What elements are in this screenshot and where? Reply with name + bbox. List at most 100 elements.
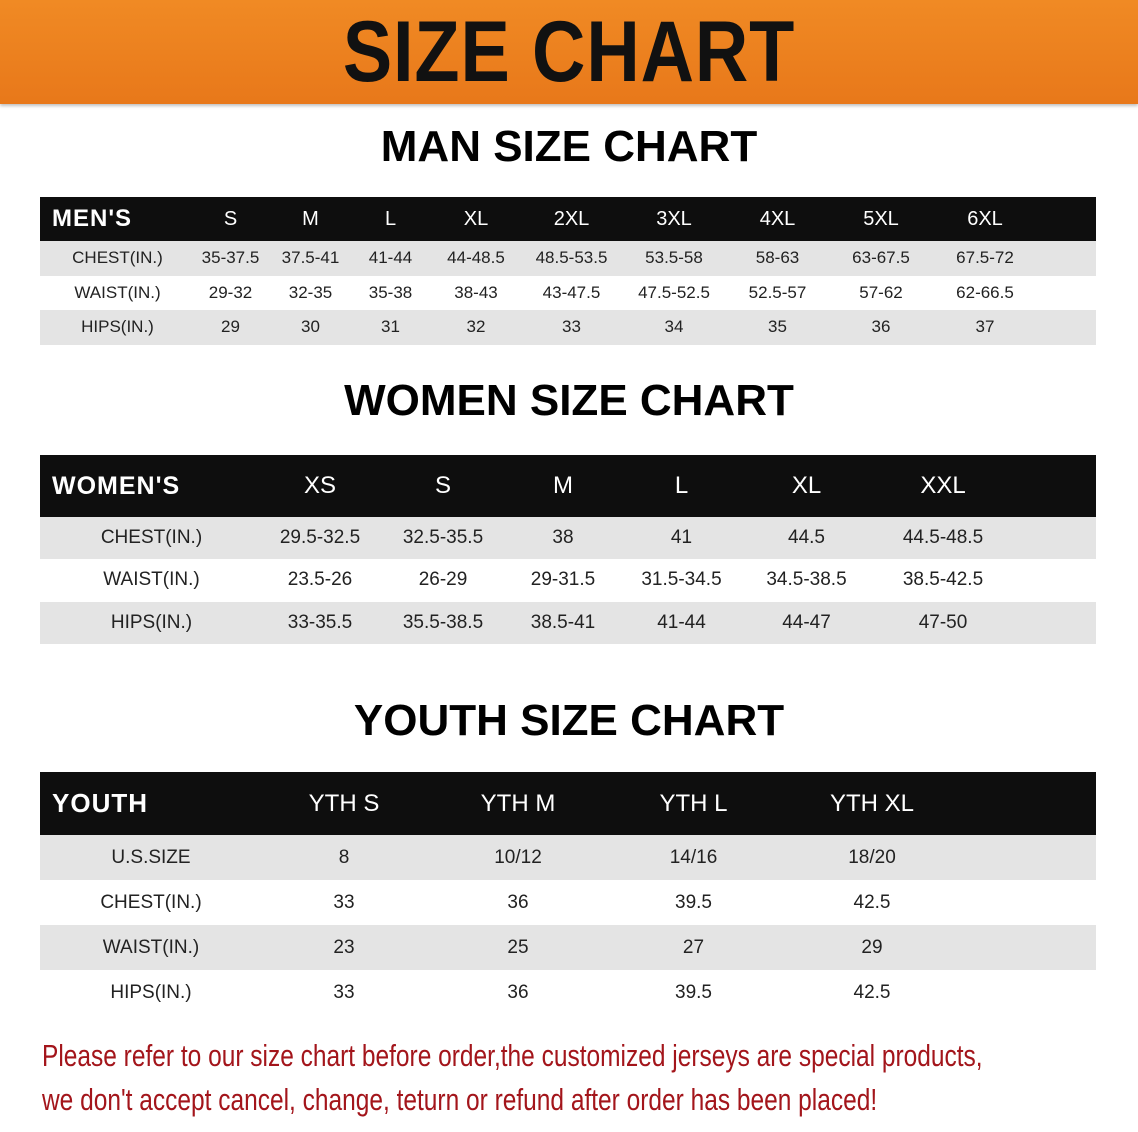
measurement-cell: 30 [271, 310, 350, 345]
row-label: CHEST(IN.) [100, 527, 203, 549]
row-label-cell: WAIST(IN.) [40, 925, 257, 970]
table-row: CHEST(IN.) 35-37.5 37.5-41 41-44 44-48.5 48.5… [40, 241, 1096, 276]
table-row: U.S.SIZE 8 10/12 14/16 18/20 [40, 835, 1096, 880]
notice-line-2: we don't accept cancel, change, teturn o… [42, 1082, 878, 1117]
row-label: WAIST(IN.) [102, 936, 200, 958]
measurement-cell: 33 [257, 970, 431, 1015]
size-header-cell: 6XL [933, 197, 1037, 241]
row-label-cell: WAIST(IN.) [40, 559, 258, 602]
size-header-cell: L [350, 197, 431, 241]
row-label: CHEST(IN.) [100, 891, 202, 913]
row-label-cell: CHEST(IN.) [40, 241, 190, 276]
measurement-cell: 38.5-41 [504, 601, 622, 644]
measurement-cell: 58-63 [726, 241, 829, 276]
table-row: HIPS(IN.) 33-35.5 35.5-38.5 38.5-41 41-44 44-… [40, 601, 1096, 644]
size-header-cell: 5XL [829, 197, 933, 241]
measurement-cell: 32-35 [271, 275, 350, 310]
empty-cell [962, 925, 1096, 970]
table-row: CHEST(IN.) 29.5-32.5 32.5-35.5 38 41 44.5 44.5… [40, 517, 1096, 560]
table-header-label: MEN'S [40, 197, 190, 241]
notice-line-1: Please refer to our size chart before or… [42, 1038, 983, 1073]
row-label-cell: CHEST(IN.) [40, 880, 257, 925]
size-header-cell: 4XL [726, 197, 829, 241]
measurement-cell: 35.5-38.5 [382, 601, 504, 644]
size-header-cell: S [382, 455, 504, 517]
size-header-cell: S [190, 197, 271, 241]
measurement-cell: 27 [605, 925, 782, 970]
row-label: HIPS(IN.) [110, 611, 193, 633]
measurement-cell: 32 [431, 310, 521, 345]
measurement-cell: 35-37.5 [190, 241, 271, 276]
row-label-cell: CHEST(IN.) [40, 517, 258, 560]
empty-cell [1037, 310, 1096, 345]
measurement-cell: 38 [504, 517, 622, 560]
measurement-cell: 29 [782, 925, 962, 970]
measurement-cell: 41-44 [350, 241, 431, 276]
empty-cell [962, 880, 1096, 925]
size-header-cell: XL [431, 197, 521, 241]
size-header-cell: XXL [872, 455, 1014, 517]
measurement-cell: 31 [350, 310, 431, 345]
row-label-cell: WAIST(IN.) [40, 275, 190, 310]
size-header-cell: M [504, 455, 622, 517]
measurement-cell: 35 [726, 310, 829, 345]
row-label-cell: U.S.SIZE [40, 835, 257, 880]
measurement-cell: 41-44 [622, 601, 741, 644]
measurement-cell: 41 [622, 517, 741, 560]
size-header-cell: YTH L [605, 772, 782, 835]
measurement-cell: 39.5 [605, 880, 782, 925]
empty-cell [962, 772, 1096, 835]
table-header-label: WOMEN'S [40, 455, 258, 517]
empty-cell [1014, 455, 1096, 517]
measurement-cell: 62-66.5 [933, 275, 1037, 310]
row-label-cell: HIPS(IN.) [40, 601, 258, 644]
measurement-cell: 23.5-26 [258, 559, 382, 602]
measurement-cell: 35-38 [350, 275, 431, 310]
measurement-cell: 8 [257, 835, 431, 880]
measurement-cell: 38-43 [431, 275, 521, 310]
table-header-row: MEN'S S M L XL 2XL 3XL 4XL 5XL 6XL [40, 197, 1096, 241]
table-row: WAIST(IN.) 29-32 32-35 35-38 38-43 43-47.5 47.… [40, 275, 1096, 310]
empty-cell [962, 970, 1096, 1015]
measurement-cell: 25 [431, 925, 605, 970]
measurement-cell: 37 [933, 310, 1037, 345]
empty-cell [1014, 559, 1096, 602]
measurement-cell: 37.5-41 [271, 241, 350, 276]
measurement-cell: 29-31.5 [504, 559, 622, 602]
size-header-cell: YTH S [257, 772, 431, 835]
table-header-row: YOUTH YTH S YTH M YTH L YTH XL [40, 772, 1096, 835]
measurement-cell: 44.5 [741, 517, 872, 560]
measurement-cell: 14/16 [605, 835, 782, 880]
measurement-cell: 29.5-32.5 [258, 517, 382, 560]
banner-title: SIZE CHART [342, 4, 796, 100]
measurement-cell: 44-48.5 [431, 241, 521, 276]
measurement-cell: 42.5 [782, 970, 962, 1015]
measurement-cell: 39.5 [605, 970, 782, 1015]
empty-cell [1014, 601, 1096, 644]
measurement-cell: 32.5-35.5 [382, 517, 504, 560]
measurement-cell: 23 [257, 925, 431, 970]
size-header-cell: XL [741, 455, 872, 517]
measurement-cell: 43-47.5 [521, 275, 622, 310]
table-row: CHEST(IN.) 33 36 39.5 42.5 [40, 880, 1096, 925]
empty-cell [1037, 275, 1096, 310]
empty-cell [1014, 517, 1096, 560]
size-header-cell: YTH M [431, 772, 605, 835]
measurement-cell: 34 [622, 310, 726, 345]
table-header-label: YOUTH [40, 772, 257, 835]
measurement-cell: 29 [190, 310, 271, 345]
measurement-cell: 26-29 [382, 559, 504, 602]
measurement-cell: 47.5-52.5 [622, 275, 726, 310]
size-header-cell: 3XL [622, 197, 726, 241]
measurement-cell: 29-32 [190, 275, 271, 310]
measurement-cell: 31.5-34.5 [622, 559, 741, 602]
size-header-cell: 2XL [521, 197, 622, 241]
measurement-cell: 47-50 [872, 601, 1014, 644]
measurement-cell: 36 [431, 880, 605, 925]
measurement-cell: 53.5-58 [622, 241, 726, 276]
size-header-cell: M [271, 197, 350, 241]
size-header-cell: YTH XL [782, 772, 962, 835]
row-label: HIPS(IN.) [110, 981, 192, 1003]
size-header-cell: XS [258, 455, 382, 517]
measurement-cell: 18/20 [782, 835, 962, 880]
